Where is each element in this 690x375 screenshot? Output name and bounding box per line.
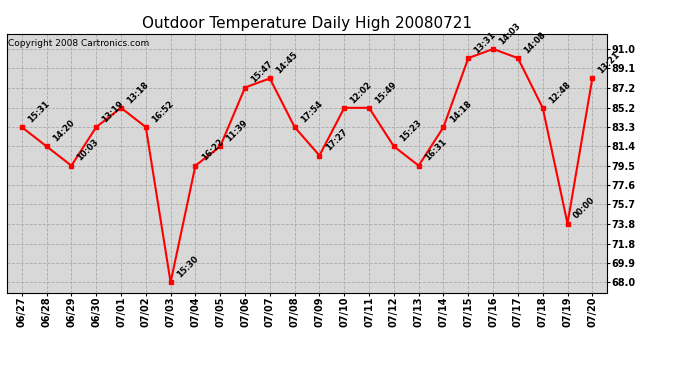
Text: 14:20: 14:20 — [51, 118, 76, 144]
Text: 14:45: 14:45 — [274, 50, 299, 76]
Text: Copyright 2008 Cartronics.com: Copyright 2008 Cartronics.com — [8, 39, 149, 48]
Text: 16:22: 16:22 — [199, 138, 225, 163]
Text: 13:18: 13:18 — [125, 80, 150, 105]
Text: 16:52: 16:52 — [150, 99, 175, 124]
Text: 00:00: 00:00 — [572, 196, 597, 221]
Text: 11:39: 11:39 — [224, 118, 250, 144]
Text: 15:30: 15:30 — [175, 254, 200, 280]
Text: 17:54: 17:54 — [299, 99, 324, 124]
Text: 10:03: 10:03 — [76, 138, 101, 163]
Text: 16:31: 16:31 — [423, 138, 448, 163]
Title: Outdoor Temperature Daily High 20080721: Outdoor Temperature Daily High 20080721 — [142, 16, 472, 31]
Text: 15:31: 15:31 — [26, 99, 51, 124]
Text: 14:18: 14:18 — [448, 99, 473, 124]
Text: 14:03: 14:03 — [497, 21, 522, 46]
Text: 13:19: 13:19 — [100, 99, 126, 124]
Text: 15:23: 15:23 — [398, 118, 424, 144]
Text: 15:47: 15:47 — [249, 60, 275, 85]
Text: 14:08: 14:08 — [522, 30, 547, 56]
Text: 15:49: 15:49 — [373, 80, 399, 105]
Text: 12:02: 12:02 — [348, 80, 374, 105]
Text: 17:27: 17:27 — [324, 128, 349, 153]
Text: 12:48: 12:48 — [547, 80, 572, 105]
Text: 13:31: 13:31 — [473, 30, 497, 56]
Text: 13:21: 13:21 — [596, 50, 622, 76]
